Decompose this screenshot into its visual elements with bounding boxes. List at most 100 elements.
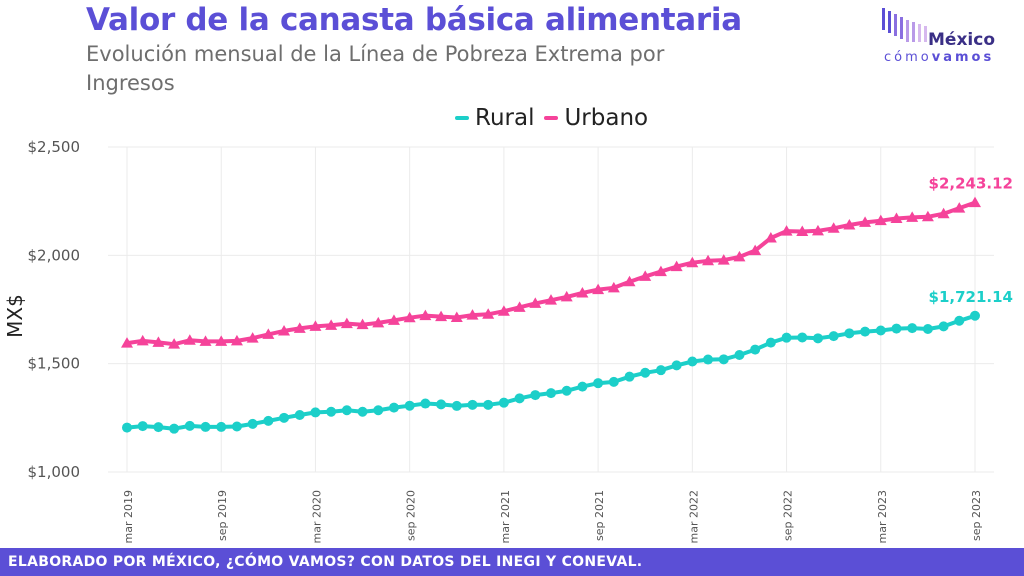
- data-point-rural: [608, 376, 619, 387]
- data-point-rural: [153, 422, 164, 433]
- x-tick-label: sep 2022: [782, 490, 795, 541]
- data-point-rural: [451, 400, 462, 411]
- data-point-urbano: [592, 283, 605, 295]
- x-tick-label: sep 2019: [216, 490, 229, 541]
- data-point-urbano: [136, 334, 149, 346]
- logo-word-vamos: vamos: [931, 50, 995, 65]
- x-tick-label: sep 2020: [405, 490, 418, 541]
- data-point-rural: [954, 315, 965, 326]
- chart-subtitle: Evolución mensual de la Línea de Pobreza…: [86, 42, 665, 95]
- data-point-rural: [530, 390, 541, 401]
- data-point-rural: [750, 344, 761, 355]
- data-point-rural: [797, 332, 808, 343]
- data-point-urbano: [717, 254, 730, 265]
- data-point-rural: [970, 310, 980, 321]
- data-point-urbano: [262, 328, 275, 339]
- data-point-urbano: [953, 202, 966, 213]
- data-point-rural: [247, 418, 258, 429]
- data-point-rural: [467, 399, 478, 410]
- data-point-rural: [294, 410, 305, 421]
- logo-bar: [900, 17, 903, 39]
- data-point-rural: [938, 321, 949, 332]
- x-tick-label: mar 2019: [122, 490, 135, 543]
- data-point-rural: [388, 402, 399, 413]
- data-point-urbano: [764, 232, 777, 243]
- data-point-rural: [326, 406, 337, 417]
- data-point-urbano: [827, 222, 840, 233]
- logo-bar: [894, 14, 897, 36]
- data-point-urbano: [466, 309, 479, 320]
- data-point-rural: [875, 325, 886, 336]
- data-point-rural: [812, 333, 823, 344]
- mexico-como-vamos-logo: México cómovamos: [880, 8, 1010, 68]
- data-point-rural: [593, 378, 604, 389]
- data-point-rural: [703, 354, 714, 365]
- data-point-urbano: [121, 337, 133, 348]
- data-point-urbano: [545, 294, 557, 305]
- data-point-urbano: [152, 336, 165, 347]
- legend-label-rural: Rural: [475, 105, 535, 131]
- data-point-urbano: [497, 305, 510, 316]
- data-point-urbano: [780, 225, 793, 236]
- logo-bar: [918, 24, 921, 42]
- x-tick-label: sep 2021: [593, 490, 606, 541]
- data-point-urbano: [529, 297, 542, 308]
- legend-label-urbano: Urbano: [564, 105, 649, 131]
- data-point-urbano: [230, 334, 243, 346]
- x-tick-label: mar 2021: [499, 490, 512, 543]
- data-point-rural: [436, 399, 447, 410]
- data-point-rural: [357, 406, 368, 417]
- data-point-urbano: [482, 308, 495, 319]
- data-point-rural: [341, 405, 352, 416]
- data-point-rural: [137, 421, 148, 432]
- line-chart: $1,000 $1,500 $2,000 $2,500 mar 2019 sep 2019…: [3, 138, 1013, 543]
- logo-bar: [882, 8, 885, 30]
- data-point-rural: [624, 371, 635, 382]
- x-tick-label: mar 2023: [876, 490, 889, 543]
- data-point-urbano: [356, 318, 369, 330]
- data-point-rural: [514, 393, 525, 404]
- data-point-urbano: [278, 324, 291, 336]
- data-point-rural: [907, 323, 918, 334]
- data-point-rural: [922, 324, 933, 334]
- data-point-rural: [671, 360, 682, 371]
- legend-item-urbano[interactable]: Urbano: [544, 105, 648, 131]
- data-point-rural: [200, 421, 211, 432]
- data-point-urbano: [749, 244, 762, 256]
- data-point-urbano: [215, 335, 228, 346]
- data-point-urbano: [183, 334, 196, 345]
- data-point-urbano: [843, 219, 856, 230]
- data-point-urbano: [639, 270, 652, 281]
- data-point-rural: [404, 400, 415, 411]
- data-point-urbano: [372, 316, 385, 328]
- logo-bar: [888, 11, 891, 33]
- footer-credit: ELABORADO POR MÉXICO, ¿CÓMO VAMOS? CON D…: [8, 554, 643, 570]
- data-point-rural: [687, 356, 698, 367]
- data-point-urbano: [654, 265, 667, 277]
- data-point-rural: [734, 350, 745, 360]
- data-point-rural: [577, 381, 588, 392]
- legend-item-rural[interactable]: Rural: [455, 105, 534, 131]
- data-point-rural: [279, 412, 290, 423]
- logo-bar: [924, 26, 927, 42]
- data-point-rural: [310, 407, 321, 418]
- y-tick-label: $2,000: [28, 246, 81, 264]
- data-point-urbano: [607, 281, 620, 293]
- data-point-urbano: [168, 338, 181, 349]
- data-point-rural: [828, 331, 839, 342]
- y-tick-label: $1,500: [28, 355, 81, 373]
- y-axis-title: MX$: [3, 294, 27, 338]
- data-point-rural: [373, 405, 384, 416]
- data-point-urbano: [670, 260, 683, 272]
- data-point-urbano: [435, 310, 448, 322]
- x-tick-label: mar 2020: [310, 490, 323, 543]
- data-point-rural: [169, 423, 180, 434]
- data-point-urbano: [906, 211, 919, 222]
- data-point-rural: [184, 420, 195, 431]
- data-point-rural: [263, 415, 274, 426]
- y-tick-label: $1,000: [28, 463, 81, 481]
- end-value-label-urbano: $2,243.12: [929, 175, 1013, 193]
- data-point-rural: [216, 421, 227, 432]
- footer-bar: ELABORADO POR MÉXICO, ¿CÓMO VAMOS? CON D…: [0, 548, 1024, 576]
- data-point-urbano: [576, 287, 589, 298]
